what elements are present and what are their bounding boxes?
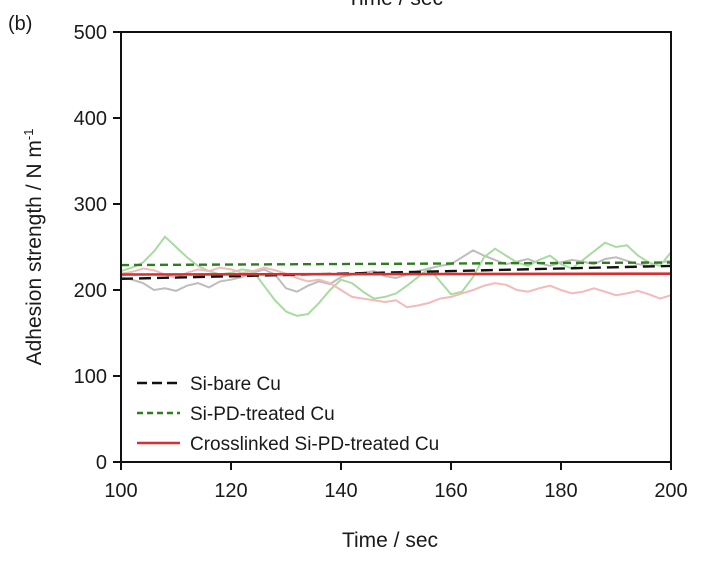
y-tick-label: 400 — [74, 108, 107, 130]
y-axis-title-main: Adhesion strength / N m — [23, 140, 46, 365]
fit-line-1 — [121, 264, 671, 281]
y-tick-label: 300 — [74, 194, 107, 216]
plot-frame — [120, 31, 672, 463]
panel-label: (b) — [8, 13, 32, 35]
x-tick-label: 200 — [654, 480, 687, 502]
y-tick-label: 0 — [96, 452, 107, 474]
fit-line-2 — [121, 261, 671, 267]
x-tick-label: 140 — [324, 480, 357, 502]
legend-label-2: Si-PD-treated Cu — [190, 404, 335, 425]
y-axis-title-superscript: -1 — [21, 129, 36, 141]
legend: Si-bare Cu Si-PD-treated Cu Crosslinked Si… — [137, 374, 439, 455]
y-tick-label: 100 — [74, 366, 107, 388]
raw-trace-3 — [121, 266, 671, 309]
x-tick-label: 120 — [214, 480, 247, 502]
legend-label-1: Si-bare Cu — [190, 374, 281, 395]
y-tick-label: 500 — [74, 22, 107, 44]
y-axis: 0 100 200 300 400 500 — [74, 22, 121, 474]
fit-line-3 — [121, 272, 671, 276]
x-tick-label: 160 — [434, 480, 467, 502]
x-axis-title: Time / sec — [342, 529, 438, 552]
x-axis: 100 120 140 160 180 200 — [104, 462, 688, 502]
x-tick-label: 100 — [104, 480, 137, 502]
y-tick-label: 200 — [74, 280, 107, 302]
legend-label-3: Crosslinked Si-PD-treated Cu — [190, 434, 439, 455]
y-axis-title: Adhesion strength / N m-1 — [21, 129, 46, 366]
x-tick-label: 180 — [544, 480, 577, 502]
raw-trace-1 — [121, 249, 671, 293]
top-cut-text: Time / sec — [347, 0, 443, 10]
fit-line-layer — [121, 261, 671, 281]
